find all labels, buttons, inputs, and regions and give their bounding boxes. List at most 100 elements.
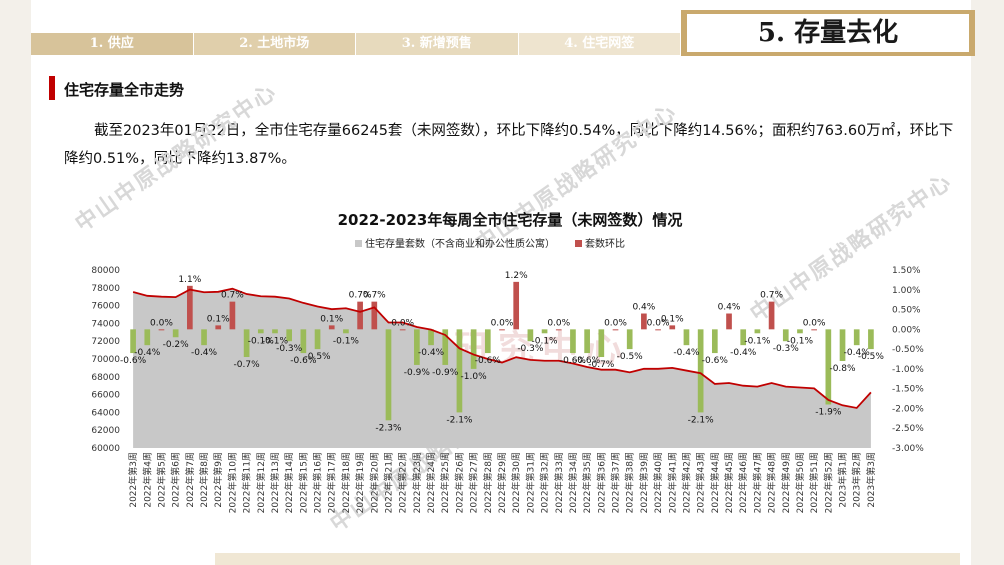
- chart-title: 2022-2023年每周全市住宅存量（未网签数）情况: [337, 211, 683, 229]
- legend-label: 套数环比: [585, 239, 625, 250]
- y-left-tick-label: 76000: [91, 302, 120, 312]
- x-tick-label: 2022年第42周: [680, 452, 692, 513]
- active-tab-label: 5. 存量去化: [757, 18, 899, 48]
- tab-residential-signing[interactable]: 4. 住宅网签: [518, 33, 680, 55]
- wow-bar: [484, 329, 491, 354]
- x-tick-label: 2022年第3周: [127, 452, 139, 508]
- wow-data-label: -0.3%: [517, 344, 544, 354]
- x-tick-label: 2022年第52周: [822, 452, 834, 513]
- wow-bar: [286, 329, 293, 342]
- tab-new-presale[interactable]: 3. 新增预售: [356, 33, 518, 55]
- tab-inventory-active[interactable]: 5. 存量去化: [681, 10, 975, 56]
- wow-data-label: -2.3%: [375, 423, 402, 433]
- x-tick-label: 2022年第16周: [312, 452, 324, 513]
- wow-bar: [782, 329, 789, 342]
- x-tick-label: 2022年第38周: [624, 452, 636, 513]
- y-left-tick-label: 60000: [91, 444, 120, 454]
- y-right-tick-label: 0.50%: [892, 306, 921, 316]
- wow-data-label: -0.9%: [404, 368, 431, 378]
- wow-bar: [584, 329, 590, 354]
- x-tick-label: 2022年第36周: [595, 452, 607, 513]
- wow-data-label: 0.1%: [207, 314, 230, 324]
- wow-bar: [130, 329, 136, 354]
- wow-data-label: 0.0%: [604, 318, 627, 328]
- wow-bar: [272, 329, 278, 334]
- wow-data-label: 0.7%: [363, 291, 386, 301]
- wow-bar: [768, 301, 775, 330]
- x-tick-label: 2022年第14周: [283, 452, 295, 513]
- wow-bar: [243, 329, 250, 358]
- y-left-tick-label: 70000: [91, 355, 120, 365]
- wow-data-label: -0.7%: [588, 360, 615, 370]
- x-tick-label: 2022年第30周: [510, 452, 522, 513]
- x-tick-label: 2022年第45周: [723, 452, 735, 513]
- y-right-tick-label: -1.50%: [892, 385, 924, 395]
- wow-bar: [229, 301, 236, 330]
- wow-bar: [797, 329, 803, 334]
- wow-data-label: 0.0%: [547, 318, 570, 328]
- section-title: 住宅存量全市走势: [64, 81, 185, 99]
- wow-bar: [456, 329, 463, 413]
- wow-data-label: -1.9%: [815, 407, 842, 417]
- wow-data-label: -0.1%: [333, 336, 360, 346]
- wow-data-label: -0.1%: [532, 336, 559, 346]
- y-left-tick-label: 74000: [91, 319, 120, 329]
- section-tabs: 1. 供应 2. 土地市场 3. 新增预售 4. 住宅网签: [31, 33, 681, 55]
- wow-data-label: 0.0%: [150, 318, 173, 328]
- x-tick-label: 2022年第46周: [737, 452, 749, 513]
- wow-data-label: -0.4%: [191, 348, 218, 358]
- wow-bar: [711, 329, 718, 354]
- x-tick-label: 2022年第31周: [524, 452, 536, 513]
- wow-data-label: 0.7%: [760, 291, 783, 301]
- y-right-tick-label: -2.00%: [892, 404, 924, 414]
- wow-data-label: -0.5%: [858, 352, 885, 362]
- x-tick-label: 2022年第37周: [610, 452, 622, 513]
- x-tick-label: 2022年第7周: [184, 452, 196, 508]
- wow-data-label: -0.6%: [702, 356, 729, 366]
- y-right-tick-label: 1.50%: [892, 266, 921, 276]
- wow-data-label: -2.1%: [688, 415, 715, 425]
- tab-supply[interactable]: 1. 供应: [31, 33, 193, 55]
- x-tick-label: 2022年第10周: [226, 452, 238, 513]
- wow-bar: [740, 329, 747, 346]
- wow-data-label: 0.4%: [718, 303, 741, 313]
- wow-bar: [499, 329, 505, 331]
- wow-data-label: 0.7%: [221, 291, 244, 301]
- wow-bar: [726, 313, 732, 330]
- wow-data-label: -0.8%: [829, 364, 856, 374]
- wow-data-label: -0.1%: [262, 336, 289, 346]
- wow-bar: [754, 329, 761, 334]
- wow-data-label: -0.6%: [290, 356, 317, 366]
- wow-data-label: -1.0%: [461, 372, 488, 382]
- wow-bar: [570, 329, 576, 354]
- wow-data-label: -2.1%: [446, 415, 473, 425]
- wow-data-label: 0.0%: [391, 318, 414, 328]
- legend-item-stock: 住宅存量套数（不含商业和办公性质公寓）: [355, 235, 555, 250]
- y-right-tick-label: -0.50%: [892, 345, 924, 355]
- wow-bar: [527, 329, 534, 342]
- wow-data-label: 1.2%: [505, 271, 528, 281]
- wow-bar: [839, 329, 846, 361]
- wow-bar: [641, 313, 647, 330]
- x-tick-label: 2022年第27周: [468, 452, 480, 513]
- x-tick-label: 2022年第6周: [170, 452, 182, 508]
- legend-swatch: [355, 240, 362, 247]
- wow-bar: [811, 329, 817, 331]
- x-tick-label: 2022年第5周: [155, 452, 167, 508]
- wow-data-label: -0.4%: [673, 348, 700, 358]
- x-tick-label: 2022年第44周: [709, 452, 721, 513]
- wow-bar: [187, 285, 193, 330]
- wow-bar: [257, 329, 264, 334]
- wow-data-label: 0.4%: [632, 303, 655, 313]
- x-tick-label: 2022年第41周: [666, 452, 678, 513]
- x-tick-label: 2022年第9周: [212, 452, 224, 508]
- wow-data-label: 0.0%: [491, 318, 514, 328]
- x-tick-label: 2022年第17周: [326, 452, 338, 513]
- wow-bar: [215, 325, 222, 330]
- wow-data-label: -0.1%: [248, 336, 275, 346]
- wow-data-label: 0.1%: [320, 314, 343, 324]
- tab-land-market[interactable]: 2. 土地市场: [193, 33, 355, 55]
- wow-bar: [442, 329, 449, 365]
- wow-bar: [201, 329, 207, 346]
- x-tick-label: 2022年第40周: [652, 452, 664, 513]
